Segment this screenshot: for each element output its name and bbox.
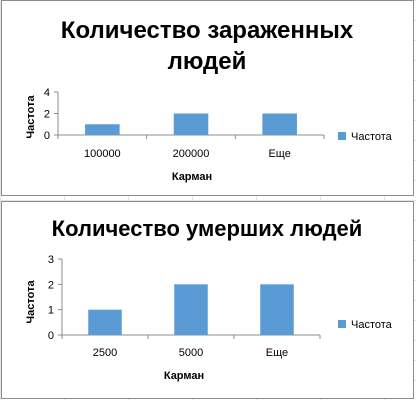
legend-label: Частота: [351, 131, 393, 143]
legend: Частота: [338, 131, 393, 143]
y-tick-label: 2: [44, 109, 50, 121]
x-axis-label: Карман: [172, 171, 212, 183]
x-tick-label: Еще: [266, 347, 288, 359]
y-axis-label: Частота: [25, 280, 37, 324]
legend-label: Частота: [351, 319, 393, 331]
y-tick-label: 1: [48, 305, 54, 317]
x-tick-label: 100000: [84, 148, 121, 160]
plot-area: 0 2 4 100000 200000 Еще: [44, 87, 324, 160]
chart-title-line1: Количество зараженных: [61, 17, 354, 44]
chart-title-line2: людей: [168, 48, 247, 75]
y-tick-label: 0: [48, 330, 54, 342]
y-tick-label: 2: [48, 279, 54, 291]
x-tick-label: 200000: [173, 148, 210, 160]
plot-area: 0 1 2 3 2500 5000 Еще: [48, 254, 320, 359]
x-tick-label: 2500: [93, 347, 117, 359]
bar: [85, 124, 120, 135]
y-tick-label: 3: [48, 254, 54, 266]
legend-swatch: [338, 320, 346, 328]
bar: [88, 310, 122, 335]
chart-infected-svg: Количество зараженных людей 0 2 4 100000 200…: [2, 1, 413, 195]
bar: [260, 284, 294, 335]
bar: [262, 114, 297, 136]
chart-title: Количество умерших людей: [52, 216, 363, 241]
chart-deaths[interactable]: Количество умерших людей 0 1 2 3 2500 5000 Еще…: [1, 201, 414, 399]
bar: [174, 284, 208, 335]
chart-infected[interactable]: Количество зараженных людей 0 2 4 100000 200…: [1, 0, 414, 196]
legend-swatch: [338, 132, 346, 140]
x-axis-label: Карман: [164, 370, 204, 382]
y-axis-label: Частота: [25, 95, 37, 139]
y-tick-label: 0: [44, 130, 50, 142]
x-tick-label: Еще: [268, 148, 290, 160]
chart-deaths-svg: Количество умерших людей 0 1 2 3 2500 5000 Еще…: [2, 202, 413, 398]
legend: Частота: [338, 319, 393, 331]
y-tick-label: 4: [44, 87, 50, 99]
x-tick-label: 5000: [179, 347, 203, 359]
bar: [174, 114, 209, 136]
